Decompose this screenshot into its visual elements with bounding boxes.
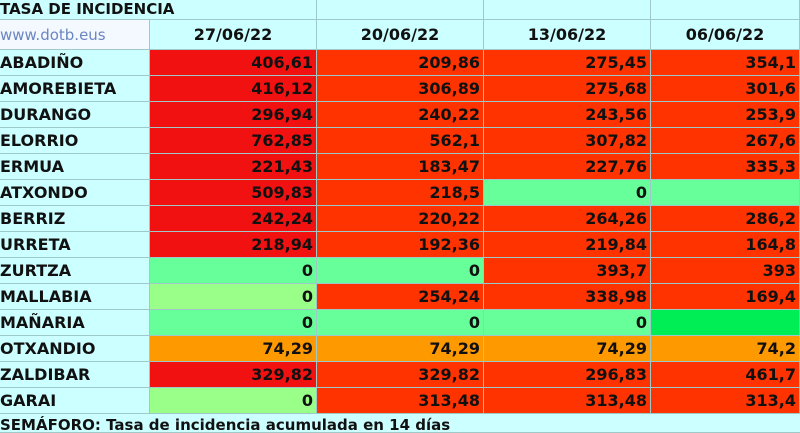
value-cell: 275,68 bbox=[484, 76, 651, 102]
value-cell: 74,2 bbox=[651, 336, 800, 362]
row-name: ERMUA bbox=[0, 154, 150, 180]
link: www.dotb.eus bbox=[0, 20, 150, 50]
date-header: 20/06/22 bbox=[317, 20, 484, 50]
row-name: URRETA bbox=[0, 232, 150, 258]
value-cell: 354,1 bbox=[651, 50, 800, 76]
value-cell: 0 bbox=[150, 310, 317, 336]
row-name: MAÑARIA bbox=[0, 310, 150, 336]
row-name: DURANGO bbox=[0, 102, 150, 128]
value-cell: 220,22 bbox=[317, 206, 484, 232]
row-name: GARAI bbox=[0, 388, 150, 414]
value-cell: 242,24 bbox=[150, 206, 317, 232]
row-name: MALLABIA bbox=[0, 284, 150, 310]
value-cell: 286,2 bbox=[651, 206, 800, 232]
date-header: 27/06/22 bbox=[150, 20, 317, 50]
value-cell: 0 bbox=[150, 388, 317, 414]
row-name: OTXANDIO bbox=[0, 336, 150, 362]
value-cell: 307,82 bbox=[484, 128, 651, 154]
value-cell: 74,29 bbox=[150, 336, 317, 362]
value-cell: 296,83 bbox=[484, 362, 651, 388]
value-cell: 267,6 bbox=[651, 128, 800, 154]
date-header: 13/06/22 bbox=[484, 20, 651, 50]
footer: SEMÁFORO: Tasa de incidencia acumulada e… bbox=[0, 414, 800, 433]
title: TASA DE INCIDENCIA bbox=[0, 0, 317, 20]
row-name: AMOREBIETA bbox=[0, 76, 150, 102]
value-cell: 74,29 bbox=[484, 336, 651, 362]
value-cell: 306,89 bbox=[317, 76, 484, 102]
value-cell: 0 bbox=[150, 258, 317, 284]
value-cell: 393,7 bbox=[484, 258, 651, 284]
value-cell: 762,85 bbox=[150, 128, 317, 154]
value-cell: 264,26 bbox=[484, 206, 651, 232]
value-cell: 313,4 bbox=[651, 388, 800, 414]
row-name: ZALDIBAR bbox=[0, 362, 150, 388]
header-cell bbox=[317, 0, 484, 20]
value-cell: 338,98 bbox=[484, 284, 651, 310]
value-cell: 221,43 bbox=[150, 154, 317, 180]
value-cell: 164,8 bbox=[651, 232, 800, 258]
value-cell: 254,24 bbox=[317, 284, 484, 310]
value-cell: 192,36 bbox=[317, 232, 484, 258]
row-name: ABADIÑO bbox=[0, 50, 150, 76]
value-cell: 416,12 bbox=[150, 76, 317, 102]
value-cell: 313,48 bbox=[484, 388, 651, 414]
value-cell: 74,29 bbox=[317, 336, 484, 362]
value-cell: 0 bbox=[150, 284, 317, 310]
value-cell: 0 bbox=[317, 310, 484, 336]
value-cell: 562,1 bbox=[317, 128, 484, 154]
value-cell: 243,56 bbox=[484, 102, 651, 128]
value-cell: 275,45 bbox=[484, 50, 651, 76]
value-cell: 0 bbox=[484, 180, 651, 206]
value-cell: 169,4 bbox=[651, 284, 800, 310]
value-cell: 393 bbox=[651, 258, 800, 284]
row-name: ZURTZA bbox=[0, 258, 150, 284]
value-cell: 253,9 bbox=[651, 102, 800, 128]
value-cell: 461,7 bbox=[651, 362, 800, 388]
row-name: ELORRIO bbox=[0, 128, 150, 154]
row-name: ATXONDO bbox=[0, 180, 150, 206]
value-cell: 509,83 bbox=[150, 180, 317, 206]
value-cell: 240,22 bbox=[317, 102, 484, 128]
value-cell: 329,82 bbox=[150, 362, 317, 388]
value-cell: 218,94 bbox=[150, 232, 317, 258]
value-cell: 227,76 bbox=[484, 154, 651, 180]
value-cell: 406,61 bbox=[150, 50, 317, 76]
value-cell: 183,47 bbox=[317, 154, 484, 180]
date-header: 06/06/22 bbox=[651, 20, 800, 50]
value-cell: 0 bbox=[484, 310, 651, 336]
header-cell bbox=[484, 0, 651, 20]
header-cell bbox=[651, 0, 800, 20]
value-cell: 219,84 bbox=[484, 232, 651, 258]
value-cell: 301,6 bbox=[651, 76, 800, 102]
value-cell: 0 bbox=[317, 258, 484, 284]
value-cell: 329,82 bbox=[317, 362, 484, 388]
value-cell bbox=[651, 180, 800, 206]
value-cell: 209,86 bbox=[317, 50, 484, 76]
row-name: BERRIZ bbox=[0, 206, 150, 232]
value-cell: 218,5 bbox=[317, 180, 484, 206]
value-cell bbox=[651, 310, 800, 336]
value-cell: 313,48 bbox=[317, 388, 484, 414]
value-cell: 296,94 bbox=[150, 102, 317, 128]
value-cell: 335,3 bbox=[651, 154, 800, 180]
